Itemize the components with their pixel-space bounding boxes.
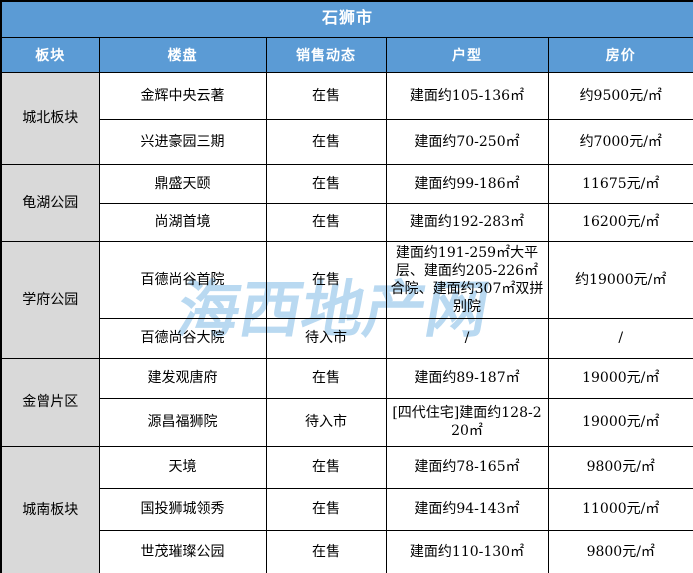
unit-cell: 建面约78-165㎡ bbox=[385, 445, 549, 489]
property-cell: 天境 bbox=[98, 445, 267, 489]
unit-cell: 建面约99-186㎡ bbox=[385, 163, 549, 204]
property-cell: 世茂璀璨公园 bbox=[98, 529, 267, 573]
status-cell: 在售 bbox=[265, 357, 387, 399]
price-cell: 约19000元/㎡ bbox=[547, 240, 693, 319]
column-header-property: 楼盘 bbox=[98, 36, 267, 73]
property-cell: 兴进豪园三期 bbox=[98, 118, 267, 165]
property-cell: 百德尚谷大院 bbox=[98, 317, 267, 359]
column-header-unit: 户型 bbox=[385, 36, 549, 73]
price-cell: 19000元/㎡ bbox=[547, 357, 693, 399]
district-cell: 金曾片区 bbox=[0, 357, 100, 447]
table-row: 城南板块 天境 在售 建面约78-165㎡ 9800元/㎡ bbox=[0, 445, 693, 573]
table-row: 金曾片区 建发观唐府 在售 建面约89-187㎡ 19000元/㎡ bbox=[0, 357, 693, 447]
status-cell: 在售 bbox=[265, 487, 387, 531]
status-cell: 待入市 bbox=[265, 397, 387, 447]
table-row: 城北板块 金辉中央云著 在售 建面约105-136㎡ 约9500元/㎡ bbox=[0, 71, 693, 165]
price-cell: 11675元/㎡ bbox=[547, 163, 693, 204]
column-header-price: 房价 bbox=[547, 36, 693, 73]
unit-cell: 建面约192-283㎡ bbox=[385, 202, 549, 242]
status-cell: 在售 bbox=[265, 118, 387, 165]
status-cell: 在售 bbox=[265, 529, 387, 573]
status-cell: 在售 bbox=[265, 240, 387, 319]
property-cell: 建发观唐府 bbox=[98, 357, 267, 399]
status-cell: 在售 bbox=[265, 71, 387, 120]
price-cell: 19000元/㎡ bbox=[547, 397, 693, 447]
price-cell: 约9500元/㎡ bbox=[547, 71, 693, 120]
table-title: 石狮市 bbox=[0, 0, 693, 38]
price-cell: 11000元/㎡ bbox=[547, 487, 693, 531]
unit-cell: 建面约89-187㎡ bbox=[385, 357, 549, 399]
column-header-status: 销售动态 bbox=[265, 36, 387, 73]
unit-cell: 建面约191-259㎡大平层、建面约205-226㎡合院、建面约307㎡双拼别院 bbox=[385, 240, 549, 319]
property-cell: 尚湖首境 bbox=[98, 202, 267, 242]
table-row: 尚湖首境 在售 建面约192-283㎡ 16200元/㎡ bbox=[1, 202, 693, 242]
table-row: 百德尚谷大院 待入市 / / bbox=[1, 317, 693, 359]
price-cell: / bbox=[547, 317, 693, 359]
price-cell: 9800元/㎡ bbox=[547, 445, 693, 489]
table-row: 世茂璀璨公园 在售 建面约110-130㎡ 9800元/㎡ bbox=[1, 529, 693, 573]
district-cell: 城北板块 bbox=[0, 71, 100, 165]
unit-cell: 建面约110-130㎡ bbox=[385, 529, 549, 573]
district-cell: 龟湖公园 bbox=[0, 163, 100, 242]
unit-cell: 建面约70-250㎡ bbox=[385, 118, 549, 165]
column-header-district: 板块 bbox=[0, 36, 100, 73]
status-cell: 在售 bbox=[265, 445, 387, 489]
district-cell: 城南板块 bbox=[0, 445, 100, 573]
table-row: 龟湖公园 鼎盛天颐 在售 建面约99-186㎡ 11675元/㎡ bbox=[0, 163, 693, 242]
table-row: 学府公园 百德尚谷首院 在售 建面约191-259㎡大平层、建面约205-226… bbox=[0, 240, 693, 359]
status-cell: 待入市 bbox=[265, 317, 387, 359]
property-cell: 源昌福狮院 bbox=[98, 397, 267, 447]
price-cell: 16200元/㎡ bbox=[547, 202, 693, 242]
district-cell: 学府公园 bbox=[0, 240, 100, 359]
table-row: 兴进豪园三期 在售 建面约70-250㎡ 约7000元/㎡ bbox=[1, 118, 693, 165]
property-cell: 金辉中央云著 bbox=[98, 71, 267, 120]
price-cell: 约7000元/㎡ bbox=[547, 118, 693, 165]
unit-cell: [四代住宅]建面约128-220㎡ bbox=[385, 397, 549, 447]
table-row: 源昌福狮院 待入市 [四代住宅]建面约128-220㎡ 19000元/㎡ bbox=[1, 397, 693, 447]
table-row: 国投狮城领秀 在售 建面约94-143㎡ 11000元/㎡ bbox=[1, 487, 693, 531]
property-cell: 国投狮城领秀 bbox=[98, 487, 267, 531]
property-cell: 鼎盛天颐 bbox=[98, 163, 267, 204]
unit-cell: / bbox=[385, 317, 549, 359]
status-cell: 在售 bbox=[265, 202, 387, 242]
property-cell: 百德尚谷首院 bbox=[98, 240, 267, 319]
unit-cell: 建面约94-143㎡ bbox=[385, 487, 549, 531]
price-cell: 9800元/㎡ bbox=[547, 529, 693, 573]
status-cell: 在售 bbox=[265, 163, 387, 204]
unit-cell: 建面约105-136㎡ bbox=[385, 71, 549, 120]
